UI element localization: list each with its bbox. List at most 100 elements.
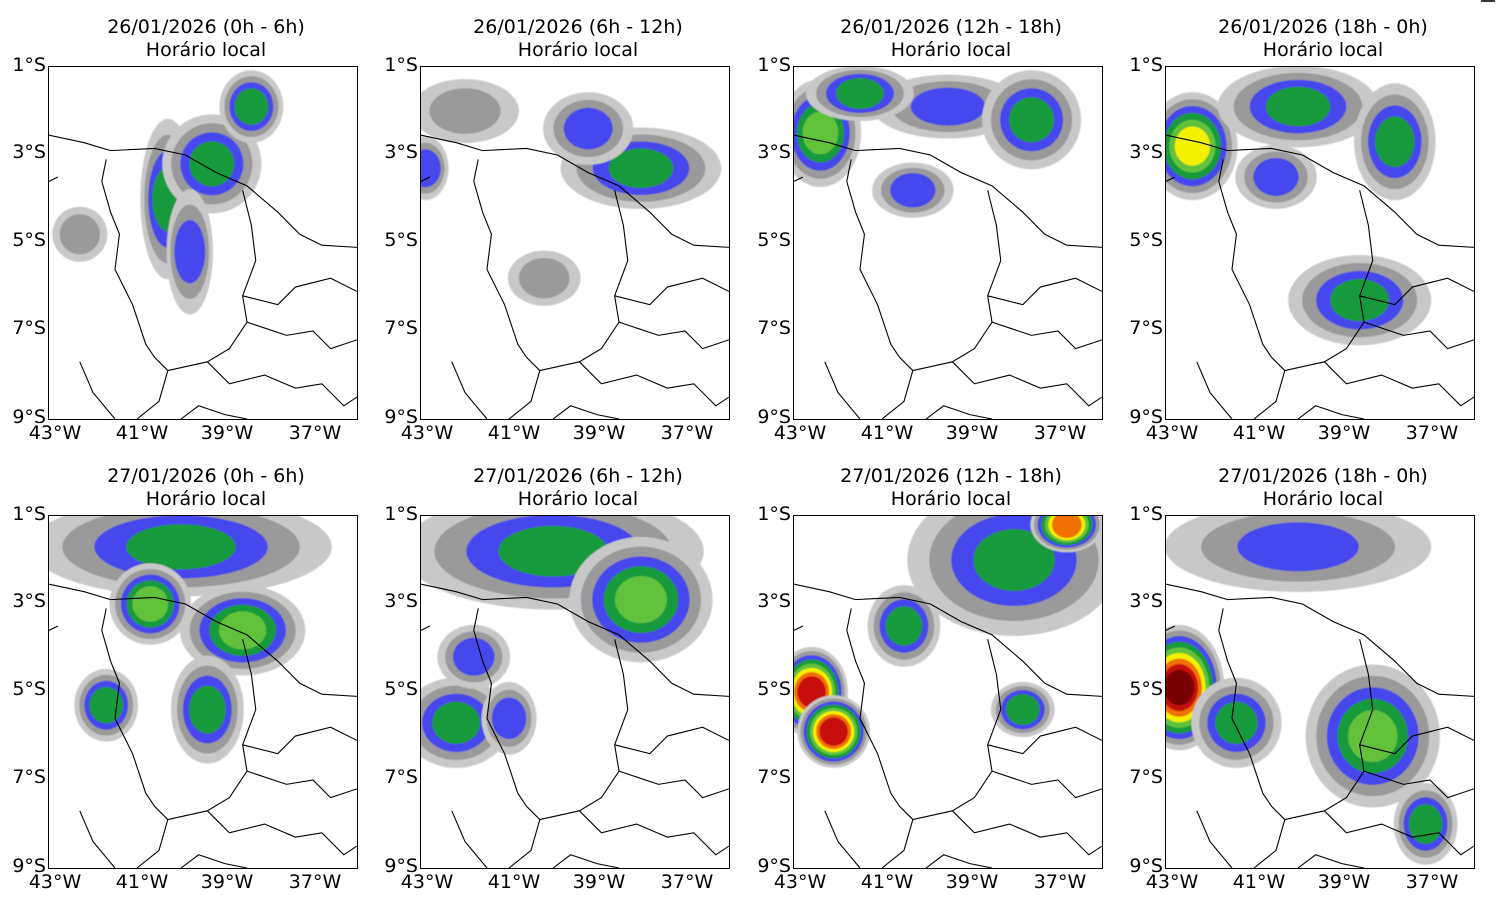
lat-tick-label: 9°S (384, 855, 418, 877)
lon-tick-label: 37°W (1405, 422, 1459, 444)
panel-date-range: 27/01/2026 (6h - 12h) (473, 465, 683, 487)
precip-contour (973, 529, 1055, 591)
lat-tick-label: 3°S (757, 590, 791, 612)
lat-tick-label: 1°S (757, 54, 791, 76)
lat-tick-label: 5°S (757, 678, 791, 700)
lon-tick-label: 37°W (1033, 422, 1087, 444)
lon-tick-label: 43°W (773, 422, 827, 444)
precip-field (421, 516, 713, 768)
panel-date-range: 27/01/2026 (18h - 0h) (1218, 465, 1428, 487)
precip-contour (890, 172, 936, 208)
precip-contour (1166, 669, 1195, 706)
lat-tick-label: 9°S (757, 406, 791, 428)
state-borders (794, 583, 1102, 868)
lat-tick-label: 1°S (12, 54, 46, 76)
state-borders (421, 583, 729, 868)
lon-tick-label: 43°W (400, 422, 454, 444)
precip-contour (1237, 522, 1359, 572)
lat-tick-label: 7°S (12, 766, 46, 788)
precip-contour (174, 220, 206, 284)
forecast-panel: 27/01/2026 (12h - 18h) Horário local 1°S 3°… (745, 449, 1115, 894)
panel-date-range: 27/01/2026 (12h - 18h) (840, 465, 1062, 487)
precip-contour (491, 697, 527, 740)
forecast-panel: 27/01/2026 (6h - 12h) Horário local 1°S 3°S… (372, 449, 742, 894)
precip-contour (819, 717, 848, 746)
lon-tick-label: 39°W (1317, 871, 1371, 893)
forecast-panel: 26/01/2026 (18h - 0h) Horário local 1°S 3°S… (1117, 0, 1487, 445)
precip-contour (59, 214, 100, 255)
lat-tick-label: 7°S (1129, 766, 1163, 788)
lon-tick-label: 43°W (1145, 871, 1199, 893)
window-minimize-mark[interactable] (1481, 0, 1495, 2)
lat-tick-label: 1°S (384, 54, 418, 76)
state-borders (1166, 583, 1474, 868)
lon-tick-label: 37°W (1033, 871, 1087, 893)
precip-map (420, 515, 730, 869)
precip-map (48, 515, 358, 869)
precip-contour (563, 107, 613, 150)
precip-contour (1174, 126, 1211, 166)
panel-subtitle: Horário local (1262, 488, 1384, 510)
lon-tick-label: 39°W (945, 871, 999, 893)
lon-tick-label: 41°W (115, 422, 169, 444)
lon-tick-label: 43°W (28, 871, 82, 893)
lat-tick-label: 9°S (1129, 406, 1163, 428)
lat-tick-label: 3°S (1129, 141, 1163, 163)
precip-contour (885, 606, 923, 646)
lat-tick-label: 5°S (384, 678, 418, 700)
panel-date-range: 26/01/2026 (18h - 0h) (1218, 16, 1428, 38)
panel-subtitle: Horário local (145, 39, 267, 61)
forecast-panel: 26/01/2026 (12h - 18h) Horário local 1°S 3°… (745, 0, 1115, 445)
precip-map (1165, 66, 1475, 420)
lon-tick-label: 39°W (1317, 422, 1371, 444)
lon-tick-label: 41°W (487, 871, 541, 893)
lon-tick-label: 39°W (945, 422, 999, 444)
precip-field (421, 79, 722, 306)
precip-contour (452, 637, 495, 676)
panel-subtitle: Horário local (890, 488, 1012, 510)
precip-contour (1330, 278, 1390, 322)
lat-tick-label: 1°S (757, 503, 791, 525)
precip-contour (132, 586, 169, 622)
precip-map (793, 66, 1103, 420)
precip-contour (836, 77, 884, 109)
lat-tick-label: 5°S (757, 229, 791, 251)
lon-tick-label: 43°W (1145, 422, 1199, 444)
lon-tick-label: 39°W (572, 871, 626, 893)
precip-contour (1051, 516, 1082, 538)
forecast-panel: 27/01/2026 (0h - 6h) Horário local 1°S 3°S 5… (0, 449, 370, 894)
precip-contour (429, 88, 501, 134)
lat-tick-label: 3°S (12, 590, 46, 612)
precip-contour (1408, 804, 1443, 844)
lat-tick-label: 3°S (384, 141, 418, 163)
precip-contour (218, 611, 267, 650)
precip-field (794, 67, 1082, 218)
lon-tick-label: 41°W (1232, 422, 1286, 444)
precip-contour (1265, 86, 1331, 127)
precip-contour (1005, 694, 1040, 726)
panel-date-range: 26/01/2026 (0h - 6h) (107, 16, 305, 38)
panel-date-range: 27/01/2026 (0h - 6h) (107, 465, 305, 487)
forecast-panel: 27/01/2026 (18h - 0h) Horário local 1°S 3°S… (1117, 449, 1487, 894)
state-borders (421, 134, 729, 419)
panel-subtitle: Horário local (1262, 39, 1384, 61)
precip-contour (126, 524, 236, 570)
precip-contour (608, 148, 674, 189)
precip-contour (188, 685, 226, 734)
lon-tick-label: 37°W (660, 871, 714, 893)
precip-contour (910, 87, 986, 126)
state-borders (794, 134, 1102, 419)
precip-field (49, 516, 332, 764)
forecast-panel: 26/01/2026 (6h - 12h) Horário local 1°S 3°S… (372, 0, 742, 445)
precip-map (420, 66, 730, 420)
panel-date-range: 26/01/2026 (6h - 12h) (473, 16, 683, 38)
precip-contour (421, 149, 441, 188)
panel-subtitle: Horário local (145, 488, 267, 510)
precip-contour (1215, 701, 1258, 745)
precip-map (48, 66, 358, 420)
precip-field (1166, 516, 1458, 865)
precip-contour (615, 575, 667, 624)
lat-tick-label: 1°S (1129, 54, 1163, 76)
precip-contour (1375, 116, 1415, 168)
precip-map (1165, 515, 1475, 869)
